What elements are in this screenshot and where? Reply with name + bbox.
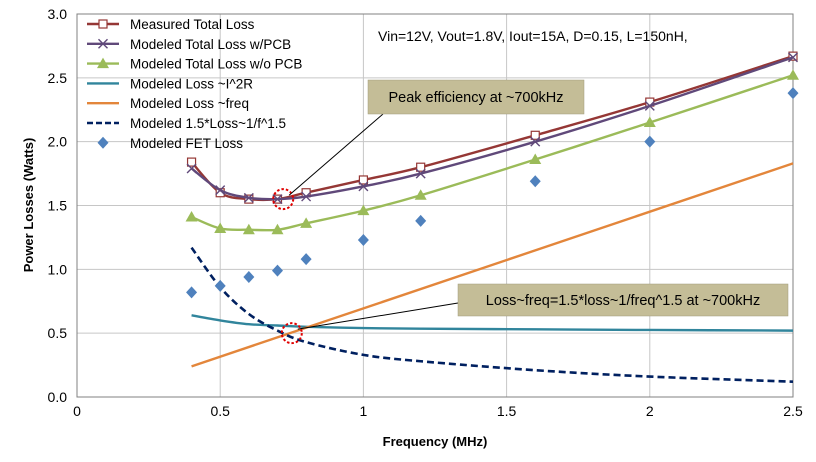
x-tick-label: 1.5 — [497, 403, 517, 419]
measured-total-loss-point — [416, 162, 426, 172]
modeled-loss-i2r-series — [191, 314, 794, 332]
legend-label: Measured Total Loss — [130, 17, 255, 32]
modeled-fet-loss-point — [300, 253, 312, 266]
modeled-total-loss-pcb-point — [301, 191, 312, 202]
y-tick-label: 3.0 — [48, 6, 68, 22]
modeled-total-loss-pcb-point — [530, 136, 541, 147]
legend-marker — [97, 136, 109, 149]
modeled-total-loss-no-pcb-series — [185, 69, 799, 235]
target-circle — [272, 188, 295, 211]
annotations: Peak efficiency at ~700kHz Loss~freq=1.5*… — [272, 79, 789, 345]
modeled-total-loss-pcb-point — [215, 185, 226, 196]
modeled-loss-i2r-line — [191, 314, 794, 332]
modeled-loss-inv-f15-line — [190, 246, 794, 383]
legend-label: Modeled Loss ~freq — [130, 96, 249, 111]
legend-item-modeled-total-loss-pcb: Modeled Total Loss w/PCB — [87, 37, 291, 52]
measured-total-loss-point — [530, 130, 540, 140]
annotation-1: Peak efficiency at ~700kHz — [272, 79, 585, 211]
modeled-fet-loss-point — [357, 233, 369, 246]
modeled-total-loss-no-pcb-point — [242, 223, 255, 235]
callout-pointer — [288, 113, 384, 196]
legend-item-modeled-loss-inv-f15: Modeled 1.5*Loss~1/f^1.5 — [87, 116, 286, 131]
callout-pointer — [297, 302, 459, 330]
y-tick-label: 0.0 — [48, 389, 68, 405]
y-tick-label: 1.5 — [48, 198, 68, 214]
x-tick-label: 2 — [646, 403, 654, 419]
legend-marker — [98, 38, 108, 49]
modeled-total-loss-pcb-point — [243, 192, 254, 203]
series-layer — [185, 51, 799, 383]
modeled-total-loss-no-pcb-point — [414, 189, 427, 200]
modeled-fet-loss-point — [787, 87, 799, 100]
measured-total-loss-point — [186, 157, 197, 167]
grid — [77, 14, 793, 397]
modeled-total-loss-pcb-point — [358, 181, 369, 192]
legend-item-modeled-loss-i2r: Modeled Loss ~I^2R — [87, 76, 253, 91]
modeled-total-loss-no-pcb-point — [185, 210, 198, 222]
y-tick-label: 2.0 — [48, 134, 68, 150]
legend-item-measured-total-loss: Measured Total Loss — [87, 17, 255, 32]
modeled-total-loss-no-pcb-point — [529, 153, 542, 165]
x-axis-title: Frequency (MHz) — [383, 434, 488, 449]
measured-total-loss-point — [788, 51, 798, 61]
modeled-total-loss-pcb-point — [788, 52, 798, 63]
modeled-total-loss-pcb-series — [186, 52, 798, 205]
plot-area — [76, 13, 794, 398]
legend-item-modeled-loss-freq: Modeled Loss ~freq — [87, 96, 249, 111]
callout-box — [367, 79, 585, 115]
modeled-total-loss-no-pcb-point — [300, 217, 313, 228]
modeled-fet-loss-series — [186, 87, 799, 299]
conditions-text: Vin=12V, Vout=1.8V, Iout=15A, D=0.15, L=… — [378, 28, 688, 44]
callout-text: Loss~freq=1.5*loss~1/freq^1.5 at ~700kHz — [486, 293, 760, 309]
modeled-fet-loss-point — [214, 279, 226, 292]
modeled-total-loss-no-pcb-point — [357, 204, 370, 216]
callout-box — [457, 283, 789, 317]
measured-total-loss-point — [358, 175, 368, 185]
modeled-total-loss-pcb-point — [186, 163, 197, 174]
y-axis-title: Power Losses (Watts) — [21, 138, 36, 273]
modeled-loss-inv-f15-series — [190, 246, 794, 383]
modeled-total-loss-no-pcb-point — [643, 116, 656, 128]
modeled-fet-loss-point — [186, 286, 198, 299]
x-tick-label: 1 — [360, 403, 368, 419]
modeled-total-loss-pcb-point — [644, 100, 655, 111]
modeled-fet-loss-point — [243, 270, 255, 283]
legend-item-modeled-fet-loss: Modeled FET Loss — [97, 136, 243, 151]
modeled-fet-loss-point — [415, 214, 427, 227]
y-tick-label: 2.5 — [48, 70, 68, 86]
modeled-total-loss-no-pcb-point — [214, 222, 227, 233]
annotation-2: Loss~freq=1.5*loss~1/freq^1.5 at ~700kHz — [280, 283, 789, 345]
legend-label: Modeled Loss ~I^2R — [130, 76, 253, 91]
x-tick-label: 0 — [73, 403, 81, 419]
legend-label: Modeled Total Loss w/o PCB — [130, 57, 302, 72]
modeled-loss-freq-line — [191, 162, 794, 368]
tick-labels: 0 0.5 1 1.5 2 2.5 0.0 0.5 1.0 1.5 2.0 2.5 3.0 — [48, 6, 803, 419]
y-tick-label: 1.0 — [48, 261, 68, 277]
modeled-total-loss-no-pcb-point — [787, 69, 799, 80]
legend-item-modeled-total-loss-no-pcb: Modeled Total Loss w/o PCB — [87, 57, 302, 72]
legend-label: Modeled 1.5*Loss~1/f^1.5 — [130, 116, 286, 131]
modeled-loss-freq-series — [191, 162, 794, 368]
modeled-fet-loss-point — [271, 264, 283, 277]
modeled-fet-loss-point — [644, 135, 656, 148]
x-tick-label: 0.5 — [210, 403, 230, 419]
modeled-total-loss-pcb-point — [415, 168, 426, 179]
target-circle — [280, 322, 303, 345]
callout-text: Peak efficiency at ~700kHz — [388, 90, 563, 106]
legend-label: Modeled FET Loss — [130, 136, 243, 151]
legend-marker — [98, 19, 108, 29]
modeled-fet-loss-point — [529, 175, 541, 188]
x-tick-label: 2.5 — [783, 403, 803, 419]
modeled-total-loss-no-pcb-point — [271, 223, 284, 235]
legend: Measured Total Loss Modeled Total Loss w/… — [87, 17, 302, 151]
legend-label: Modeled Total Loss w/PCB — [130, 37, 291, 52]
legend-marker — [97, 57, 109, 69]
y-tick-label: 0.5 — [48, 325, 68, 341]
